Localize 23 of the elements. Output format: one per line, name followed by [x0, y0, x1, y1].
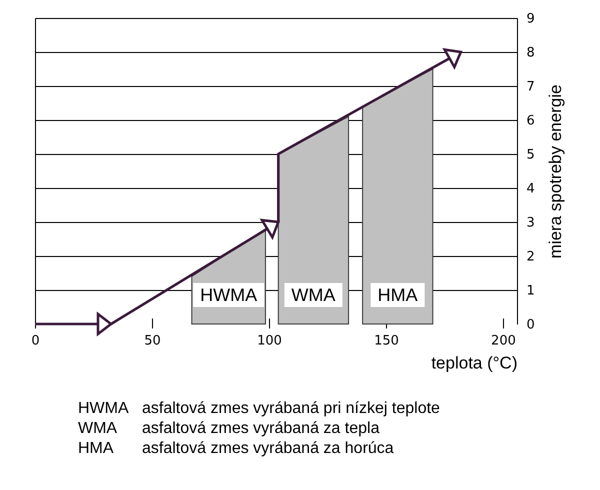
series-label: WMA — [291, 285, 336, 305]
series-label: HMA — [378, 285, 418, 305]
text: HMA asfaltová zmes vyrábaná za horúca — [78, 440, 394, 457]
y-tick-label: 9 — [526, 12, 535, 26]
x-axis-title: teplota (°C) — [431, 354, 518, 372]
y-tick-label: 4 — [526, 182, 535, 196]
y-tick-label: 1 — [526, 284, 535, 298]
y-tick-label: 6 — [526, 114, 535, 128]
x-tick-label: 150 — [374, 334, 399, 348]
x-tick-label: 0 — [31, 334, 40, 348]
series-label: HWMA — [200, 285, 258, 305]
text: HWMA asfaltová zmes vyrábaná pri nízkej teplote — [78, 399, 440, 419]
x-tick-label: 200 — [491, 334, 516, 348]
text: WMA asfaltová zmes vyrábaná za tepla — [78, 420, 380, 437]
x-tick-label: 100 — [257, 334, 282, 348]
y-tick-label: 5 — [526, 148, 535, 162]
y-tick-label: 7 — [526, 80, 535, 94]
y-tick-label: 8 — [526, 46, 535, 60]
y-tick-label: 3 — [526, 216, 535, 230]
x-tick-label: 50 — [144, 334, 161, 348]
y-tick-label: 0 — [526, 318, 535, 332]
y-axis-title: miera spotreby energie — [546, 84, 565, 258]
y-tick-label: 2 — [526, 250, 535, 264]
